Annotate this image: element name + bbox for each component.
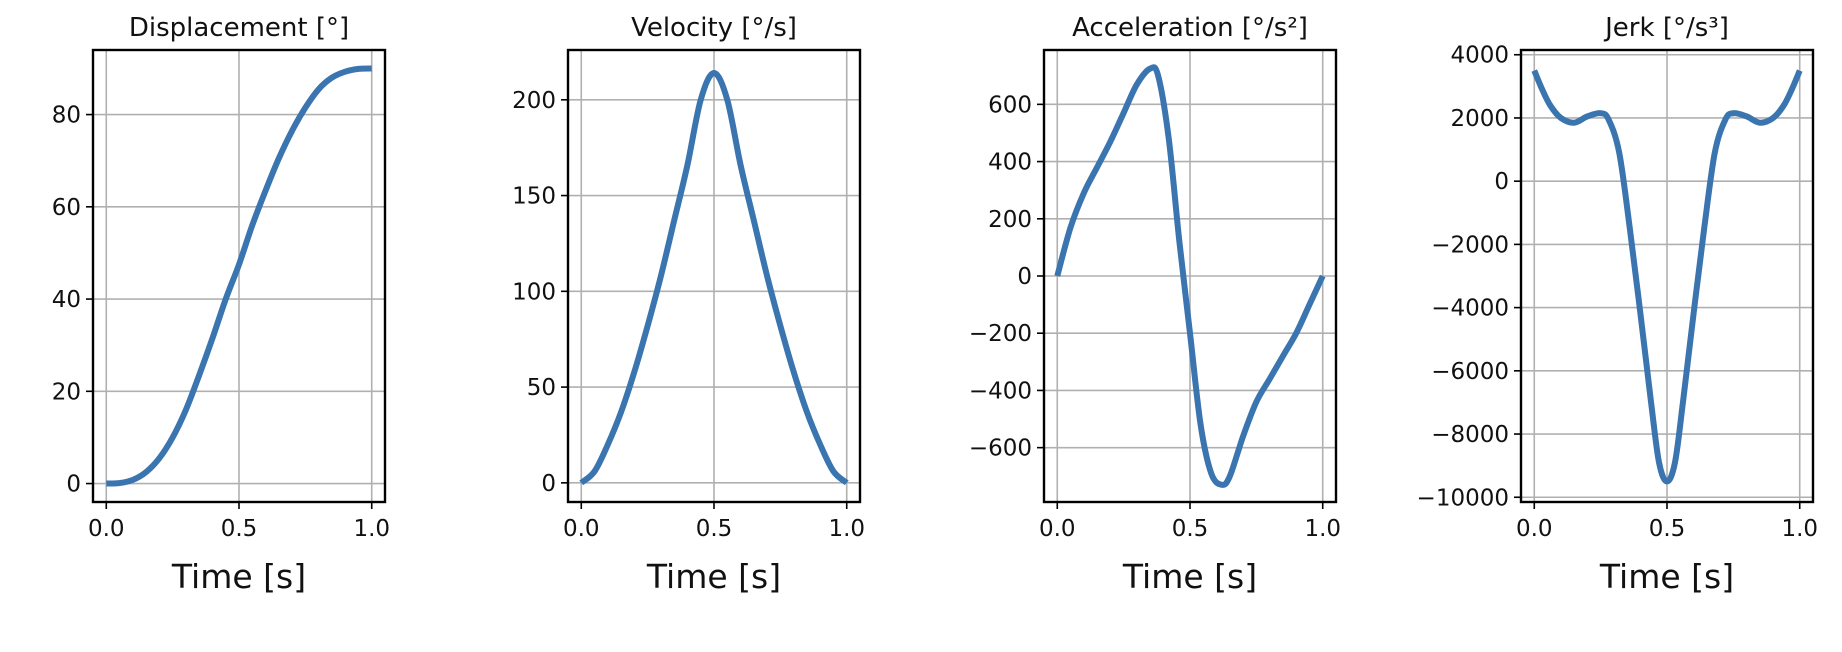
y-tick-label: 20 [52,379,81,405]
y-tick-label: −8000 [1431,422,1509,448]
subplot-1: 0.0 0.5 1.0 0 20 40 60 80 Displacement [°] Time [… [52,13,390,596]
y-tick-label: 4000 [1450,43,1509,69]
x-tick-label: 0.0 [563,516,600,542]
y-tick-label: 80 [52,103,81,129]
y-tick-label: 150 [512,184,556,210]
y-tick-label: 600 [988,92,1032,118]
y-tick-label: 2000 [1450,106,1509,132]
subplot-4: 0.0 0.5 1.0 −10000 −8000 −6000 −4000 −2000 0 2000… [1417,13,1818,596]
x-axis-label: Time [s] [646,557,781,596]
y-tick-label: 0 [541,471,556,497]
x-tick-label: 0.5 [1172,516,1209,542]
series-line [1531,69,1803,485]
y-tick-label: 0 [1017,264,1032,290]
y-tick-label: −600 [969,436,1032,462]
chart-title: Acceleration [°/s²] [1072,13,1308,43]
y-tick-label: −200 [969,321,1032,347]
y-tick-label: −4000 [1431,296,1509,322]
y-tick-label: 40 [52,287,81,313]
x-tick-label: 0.0 [1516,516,1553,542]
chart-title: Jerk [°/s³] [1603,13,1729,43]
y-tick-label: 60 [52,195,81,221]
x-axis-label: Time [s] [1122,557,1257,596]
x-tick-label: 1.0 [828,516,865,542]
x-tick-label: 0.0 [1039,516,1076,542]
y-tick-label: −2000 [1431,232,1509,258]
y-tick-label: 100 [512,279,556,305]
subplot-2: 0.0 0.5 1.0 0 50 100 150 200 Velocity [°/s] Time … [512,13,865,596]
y-tick-label: 0 [66,472,81,498]
y-tick-label: 0 [1494,169,1509,195]
x-tick-label: 0.0 [88,516,125,542]
x-tick-label: 1.0 [1781,516,1818,542]
y-tick-label: 400 [988,150,1032,176]
x-tick-label: 0.5 [1649,516,1686,542]
y-tick-label: −10000 [1417,485,1509,511]
x-tick-label: 1.0 [353,516,390,542]
y-tick-label: 200 [988,207,1032,233]
series-line [1054,64,1326,488]
chart-title: Velocity [°/s] [631,13,797,43]
y-tick-label: −400 [969,378,1032,404]
x-tick-label: 0.5 [221,516,258,542]
x-tick-label: 1.0 [1304,516,1341,542]
y-tick-label: −6000 [1431,359,1509,385]
y-tick-label: 200 [512,88,556,114]
subplot-3: 0.0 0.5 1.0 −600 −400 −200 0 200 400 600 Accelerat… [969,13,1341,596]
y-tick-label: 50 [527,375,556,401]
x-tick-label: 0.5 [696,516,733,542]
chart-title: Displacement [°] [129,13,349,43]
series-line [579,69,849,486]
series-line [106,65,372,487]
x-axis-label: Time [s] [1599,557,1734,596]
x-axis-label: Time [s] [171,557,306,596]
